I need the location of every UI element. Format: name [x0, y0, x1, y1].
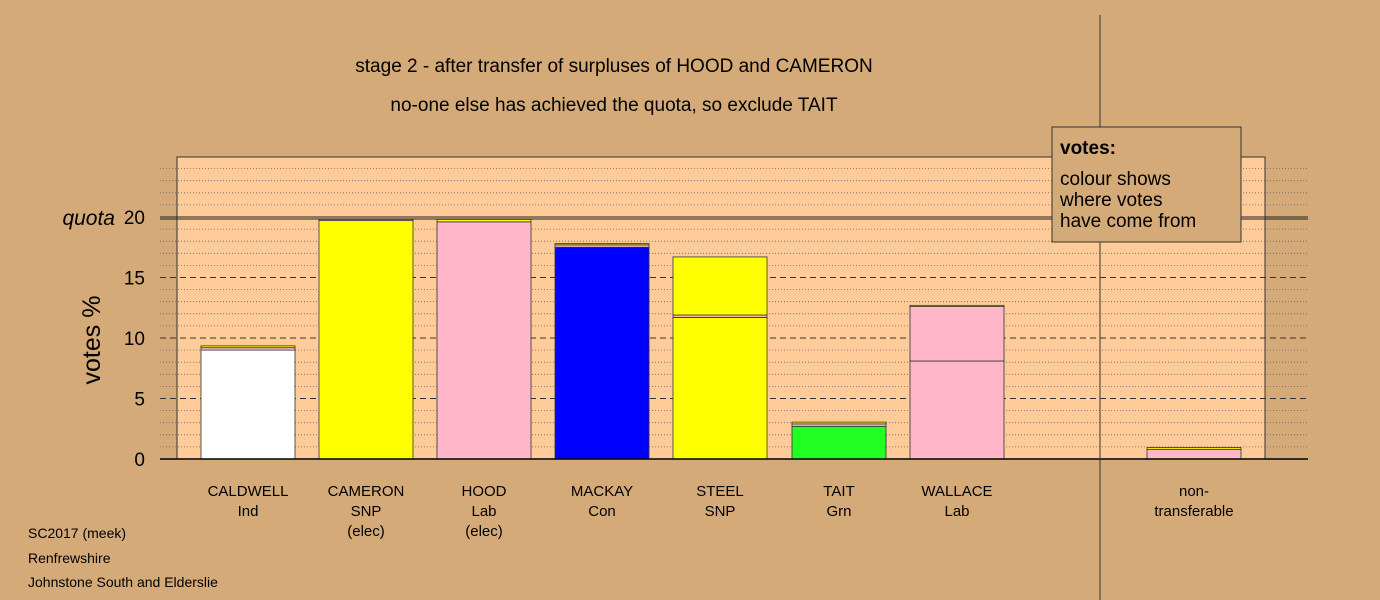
bar-segment	[909, 304, 1005, 307]
legend-line-1: colour shows	[1060, 169, 1171, 190]
bars-group	[200, 219, 1242, 460]
x-tick-label: CAMERON	[328, 483, 405, 500]
x-tick-label: CALDWELL	[208, 483, 289, 500]
x-tick-label: Grn	[826, 503, 851, 520]
x-axis-labels: CALDWELL Ind CAMERON SNP (elec) HOOD Lab (elec)…	[208, 483, 1234, 540]
bar-segment	[909, 360, 1005, 460]
bar-segment	[672, 317, 768, 460]
bar-segment	[554, 246, 650, 460]
bar-segment	[200, 349, 296, 460]
x-tick-label: transferable	[1154, 503, 1233, 520]
y-tick-label: 20	[124, 208, 145, 229]
footer-line-3: Johnstone South and Elderslie	[28, 574, 218, 590]
y-axis-label: votes %	[78, 296, 106, 385]
bar-segment	[436, 219, 532, 223]
bar-segment	[1146, 448, 1242, 460]
chart-title: stage 2 - after transfer of surpluses of…	[355, 56, 872, 77]
x-tick-label: SNP	[705, 503, 736, 520]
y-axis: 0 5 10 15 20 quota	[62, 207, 1308, 471]
bar-segment	[436, 221, 532, 460]
legend-title: votes:	[1060, 138, 1116, 159]
bar-segment	[791, 425, 887, 460]
legend: votes: colour shows where votes have com…	[1051, 126, 1242, 243]
footer-line-2: Renfrewshire	[28, 550, 111, 566]
legend-line-2: where votes	[1059, 190, 1162, 211]
x-tick-label: (elec)	[465, 523, 503, 540]
x-tick-label: Con	[588, 503, 616, 520]
x-tick-label: Ind	[238, 503, 259, 520]
x-tick-label: Lab	[944, 503, 969, 520]
x-tick-label: non-	[1179, 483, 1209, 500]
y-tick-label: 10	[124, 329, 145, 350]
x-tick-label: SNP	[351, 503, 382, 520]
bar-segment	[1146, 447, 1242, 450]
y-tick-label: 5	[134, 390, 145, 411]
footer-line-1: SC2017 (meek)	[28, 525, 126, 541]
x-tick-label: WALLACE	[921, 483, 992, 500]
y-tick-label: 0	[134, 450, 145, 471]
bar-segment	[672, 256, 768, 316]
quota-label: quota	[62, 207, 115, 230]
legend-line-3: have come from	[1060, 211, 1196, 232]
x-tick-label: TAIT	[823, 483, 854, 500]
bar-segment	[909, 306, 1005, 362]
footer: SC2017 (meek) Renfrewshire Johnstone Sou…	[28, 525, 218, 590]
x-tick-label: STEEL	[696, 483, 744, 500]
bar-segment	[791, 421, 887, 425]
x-tick-label: Lab	[471, 503, 496, 520]
y-tick-label: 15	[124, 269, 145, 290]
bar-segment	[554, 243, 650, 246]
x-tick-label: MACKAY	[571, 483, 633, 500]
bar-segment	[318, 220, 414, 460]
legend-box	[1051, 126, 1242, 243]
bar-segment	[318, 219, 414, 222]
chart-subtitle: no-one else has achieved the quota, so e…	[390, 95, 838, 116]
x-tick-label: HOOD	[462, 483, 507, 500]
x-tick-label: (elec)	[347, 523, 385, 540]
bar-segment	[200, 345, 296, 349]
